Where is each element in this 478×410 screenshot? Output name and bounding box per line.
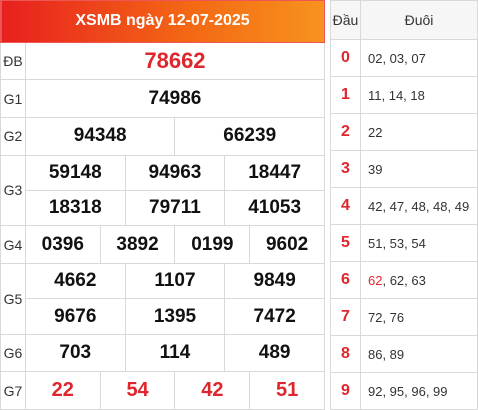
loto-head: 7	[330, 298, 361, 336]
loto-special-tail: 62	[368, 272, 383, 288]
results-title: XSMB ngày 12-07-2025	[0, 0, 325, 43]
g3-number: 18447	[224, 154, 325, 191]
g2-number: 66239	[174, 116, 325, 156]
loto-head: 5	[330, 224, 361, 262]
loto-tails: 72, 76	[360, 298, 478, 336]
g5-number: 1395	[124, 298, 226, 335]
prize-label-db: ĐB	[0, 41, 26, 81]
loto-tails: 39	[360, 150, 478, 188]
loto-head: 0	[330, 39, 361, 77]
prize-label-g1: G1	[0, 79, 26, 118]
prize-label-g3: G3	[0, 154, 26, 227]
special-prize-number: 78662	[24, 41, 326, 81]
loto-head: 4	[330, 187, 361, 225]
g5-number: 9676	[24, 298, 126, 335]
g3-number: 41053	[224, 189, 325, 227]
g5-number: 4662	[24, 262, 126, 300]
g3-number: 79711	[124, 189, 226, 227]
loto-tails: 86, 89	[360, 335, 478, 373]
g3-number: 94963	[124, 154, 226, 191]
loto-head: 3	[330, 150, 361, 188]
loto-tails: 62, 62, 63	[360, 261, 478, 299]
loto-tails: 11, 14, 18	[360, 76, 478, 114]
loto-tails: 92, 95, 96, 99	[360, 372, 478, 410]
loto-head: 6	[330, 261, 361, 299]
g1-number: 74986	[24, 79, 326, 118]
loto-tails: 42, 47, 48, 48, 49	[360, 187, 478, 225]
loto-tails-rest: , 62, 63	[382, 272, 426, 288]
g4-number: 0396	[24, 225, 101, 264]
g7-number: 42	[174, 371, 251, 410]
prize-label-g5: G5	[0, 262, 26, 335]
g6-number: 703	[24, 333, 126, 373]
loto-tails: 22	[360, 113, 478, 151]
loto-tails: 02, 03, 07	[360, 39, 478, 77]
g6-number: 114	[124, 333, 226, 373]
loto-head: 8	[330, 335, 361, 373]
g7-number: 54	[99, 371, 176, 410]
loto-table: Đầu Đuôi 0 02, 03, 07 1 11, 14, 18 2 22 3 39…	[330, 0, 478, 410]
g6-number: 489	[224, 333, 325, 373]
g5-number: 7472	[224, 298, 325, 335]
g3-number: 18318	[24, 189, 126, 227]
loto-head: 1	[330, 76, 361, 114]
prize-label-g6: G6	[0, 333, 26, 373]
g7-number: 22	[24, 371, 101, 410]
loto-head: 2	[330, 113, 361, 151]
g2-number: 94348	[24, 116, 176, 156]
g3-number: 59148	[24, 154, 126, 191]
prize-label-g7: G7	[0, 371, 26, 410]
loto-head: 9	[330, 372, 361, 410]
loto-tails: 51, 53, 54	[360, 224, 478, 262]
loto-tail-column-title: Đuôi	[360, 0, 478, 40]
g4-number: 0199	[174, 225, 251, 264]
loto-head-column-title: Đầu	[330, 0, 361, 40]
g4-number: 3892	[99, 225, 176, 264]
g7-number: 51	[249, 371, 325, 410]
prize-label-g2: G2	[0, 116, 26, 156]
prize-label-g4: G4	[0, 225, 26, 264]
results-table: XSMB ngày 12-07-2025 ĐB 78662 G1 74986 G…	[0, 0, 326, 410]
g5-number: 9849	[224, 262, 325, 300]
g4-number: 9602	[249, 225, 325, 264]
g5-number: 1107	[124, 262, 226, 300]
